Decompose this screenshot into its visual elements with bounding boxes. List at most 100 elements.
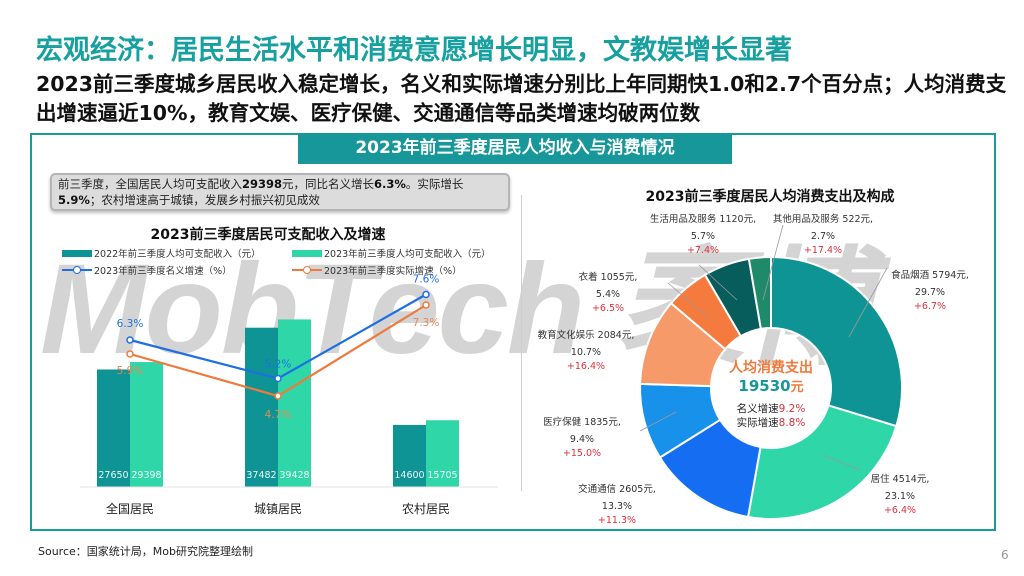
legend-line-real-icon (292, 265, 322, 275)
slice-label-name: 食品烟酒 5794元, (891, 269, 969, 281)
real-growth-label: 7.3% (413, 317, 440, 329)
slice-label: 交通通信 2605元, 13.3% +11.3% (578, 483, 656, 526)
legend-swatch-2023-icon (292, 249, 322, 257)
data-point-marker (274, 374, 282, 383)
leader-line (667, 282, 710, 319)
legend-item-nominal-growth: 2023年前三季度名义增速（%） (62, 263, 232, 277)
donut-slice (747, 255, 772, 331)
summary-text-3: 。实际增长 (405, 177, 464, 191)
donut-slices (639, 255, 903, 520)
slice-label: 其他用品及服务 522元, 2.7% +17.4% (773, 213, 873, 256)
panel-title-tab: 2023年前三季度居民人均收入与消费情况 (298, 133, 732, 164)
donut-center-title: 人均消费支出 (729, 359, 813, 376)
slice-label-name: 生活用品及服务 1120元, (650, 213, 756, 225)
slice-label-share: 5.7% (691, 231, 715, 242)
page-number: 6 (1001, 548, 1009, 562)
slice-label-share: 13.3% (602, 501, 632, 512)
bar-2023 (278, 319, 311, 487)
legend-label: 2022年前三季度人均可支配收入（元） (94, 249, 261, 260)
slice-label-name: 居住 4514元, (871, 473, 930, 485)
page-title: 宏观经济：居民生活水平和消费意愿增长明显，文教娱增长显著 (36, 35, 792, 66)
leader-line (698, 264, 738, 301)
panel-divider (521, 195, 522, 491)
slice-label: 生活用品及服务 1120元, 5.7% +7.4% (650, 213, 756, 256)
slice-label-share: 5.4% (596, 289, 620, 300)
leader-line (848, 267, 888, 338)
leader-line (762, 224, 784, 301)
bar-2023 (426, 420, 459, 487)
donut-center-real: 实际增速8.8% (737, 416, 806, 429)
bar-2022 (393, 424, 426, 487)
summary-text-2: 元，同比名义增长 (282, 177, 375, 191)
source-note: Source：国家统计局，Mob研究院整理绘制 (38, 545, 253, 558)
bar-2022 (245, 327, 278, 487)
legend-label: 2023年前三季度人均可支配收入（元） (324, 249, 491, 260)
summary-callout: 前三季度，全国居民人均可支配收入29398元，同比名义增长6.3%。实际增长 5.… (50, 173, 510, 211)
real-growth-label: 5.9% (117, 365, 144, 377)
slice-label-growth: +11.3% (598, 515, 636, 526)
x-axis-category-label: 全国居民 (106, 501, 154, 516)
data-point-marker (274, 392, 282, 400)
summary-real: 5.9% (58, 193, 90, 207)
slice-label: 居住 4514元, 23.1% +6.4% (871, 473, 930, 516)
bar-2023 (130, 362, 163, 487)
legend-item-real-growth: 2023年前三季度实际增速（%） (292, 263, 462, 277)
slice-label: 教育文化娱乐 2084元, 10.7% +16.4% (538, 329, 635, 372)
legend-label: 2023年前三季度名义增速（%） (94, 266, 232, 277)
nominal-growth-label: 7.6% (413, 274, 440, 286)
page-subtitle: 2023前三季度城乡居民收入稳定增长，名义和实际增速分别比上年同期快1.0和2.… (36, 72, 1007, 125)
slice-label: 衣着 1055元, 5.4% +6.5% (579, 271, 638, 314)
slice-label-share: 9.4% (570, 434, 594, 445)
data-point-marker (126, 336, 134, 344)
data-point-marker (126, 350, 134, 358)
legend-item-2023-income: 2023年前三季度人均可支配收入（元） (292, 246, 491, 260)
slice-label: 医疗保健 1835元, 9.4% +15.0% (543, 416, 621, 459)
data-point-marker (422, 290, 430, 299)
slice-label-name: 交通通信 2605元, (578, 483, 656, 495)
slice-label-share: 10.7% (571, 347, 601, 358)
donut-slice (746, 404, 898, 520)
slice-label-share: 23.1% (885, 491, 915, 502)
nominal-growth-label: 5.2% (265, 359, 292, 371)
bar-value-label: 39428 (279, 470, 309, 481)
slice-label-share: 2.7% (811, 231, 835, 242)
summary-income: 29398 (242, 177, 283, 191)
bar-value-label: 15705 (427, 470, 457, 481)
slice-label-growth: +16.4% (567, 361, 605, 372)
x-axis-category-label: 农村居民 (402, 502, 450, 516)
donut-center-total: 19530元 (738, 377, 803, 395)
slice-label-share: 29.7% (915, 287, 945, 298)
bar-value-label: 29398 (131, 470, 161, 481)
slice-label-growth: +6.4% (884, 505, 916, 516)
summary-nominal: 6.3% (374, 177, 406, 191)
x-axis-category-label: 城镇居民 (254, 502, 302, 516)
slice-label-growth: +15.0% (563, 448, 601, 459)
bar-value-label: 27650 (98, 470, 128, 481)
bars: 27650 29398 全国居民 37482 39428 城镇居民 14600 15705 农村… (97, 319, 459, 516)
legend-label: 2023年前三季度实际增速（%） (324, 266, 462, 277)
bar-2022 (97, 369, 130, 487)
slice-label: 食品烟酒 5794元, 29.7% +6.7% (891, 269, 969, 312)
consumption-chart-title: 2023前三季度居民人均消费支出及构成 (645, 189, 895, 205)
income-chart-title: 2023前三季度居民可支配收入及增速 (150, 227, 386, 243)
nominal-growth-label: 6.3% (117, 318, 144, 330)
legend-swatch-2022-icon (62, 249, 92, 257)
bar-value-label: 37482 (246, 470, 276, 481)
data-point-marker (422, 301, 430, 309)
legend-line-nominal-icon (62, 265, 92, 275)
slice-label-growth: +6.7% (914, 301, 946, 312)
legend-item-2022-income: 2022年前三季度人均可支配收入（元） (62, 246, 261, 260)
slice-label-growth: +17.4% (804, 245, 842, 256)
leader-line (639, 411, 677, 432)
slice-label-growth: +7.4% (687, 245, 719, 256)
slice-label-growth: +6.5% (592, 303, 624, 314)
bar-value-label: 14600 (394, 470, 424, 481)
slice-label-name: 医疗保健 1835元, (543, 416, 621, 428)
summary-text-4: ；农村增速高于城镇，发展乡村振兴初见成效 (89, 193, 320, 207)
slice-label-name: 衣着 1055元, (579, 271, 638, 283)
slice-label-name: 教育文化娱乐 2084元, (538, 329, 635, 341)
donut-slice (770, 255, 903, 428)
real-growth-label: 4.7% (265, 409, 292, 421)
